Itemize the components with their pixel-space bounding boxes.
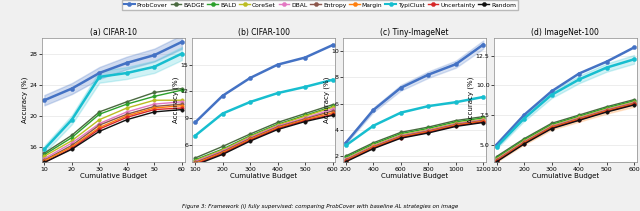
X-axis label: Cumulative Budget: Cumulative Budget [230,173,298,179]
X-axis label: Cumulative Budget: Cumulative Budget [79,173,147,179]
Title: (a) CIFAR-10: (a) CIFAR-10 [90,28,136,37]
Legend: ProbCover, BADGE, BALD, CoreSet, DBAL, Entropy, Margin, TypiClust, Uncertainty, : ProbCover, BADGE, BALD, CoreSet, DBAL, E… [122,0,518,10]
X-axis label: Cumulative Budget: Cumulative Budget [381,173,448,179]
Title: (b) CIFAR-100: (b) CIFAR-100 [238,28,290,37]
Title: (d) ImageNet-100: (d) ImageNet-100 [531,28,599,37]
Y-axis label: Accuracy (%): Accuracy (%) [468,77,474,123]
Y-axis label: Accuracy (%): Accuracy (%) [22,77,28,123]
Y-axis label: Accuracy (%): Accuracy (%) [323,77,330,123]
Text: Figure 3: Framework (i) fully supervised: comparing ProbCover with baseline AL s: Figure 3: Framework (i) fully supervised… [182,204,458,209]
Title: (c) Tiny-ImageNet: (c) Tiny-ImageNet [380,28,449,37]
Y-axis label: Accuracy (%): Accuracy (%) [172,77,179,123]
X-axis label: Cumulative Budget: Cumulative Budget [532,173,599,179]
